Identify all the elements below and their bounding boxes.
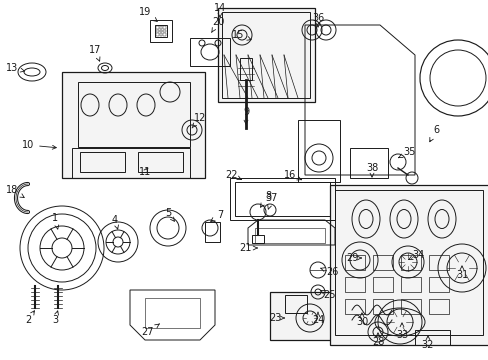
Bar — [372, 277, 392, 292]
Text: 9: 9 — [243, 107, 248, 124]
Text: 19: 19 — [139, 7, 157, 22]
Bar — [345, 277, 364, 292]
Text: 26: 26 — [320, 267, 338, 277]
Bar — [254, 228, 325, 243]
Text: 10: 10 — [22, 140, 56, 150]
Bar — [222, 12, 309, 98]
Bar — [156, 26, 158, 28]
Text: 3: 3 — [52, 311, 59, 325]
Text: 11: 11 — [139, 167, 151, 177]
Bar — [345, 255, 364, 270]
Bar — [400, 277, 420, 292]
Text: 15: 15 — [231, 30, 251, 40]
Bar — [163, 33, 165, 36]
Text: 33: 33 — [395, 323, 407, 340]
Bar — [78, 82, 190, 147]
Text: 2: 2 — [25, 311, 34, 325]
Bar — [334, 190, 482, 335]
Bar — [155, 25, 167, 37]
Text: 18: 18 — [6, 185, 24, 198]
Bar — [190, 38, 229, 66]
Bar — [235, 182, 329, 216]
Text: 38: 38 — [365, 163, 377, 177]
Bar — [400, 255, 420, 270]
Bar — [297, 120, 339, 182]
Bar — [349, 148, 387, 178]
Text: 21: 21 — [238, 243, 257, 253]
Bar — [269, 292, 345, 340]
Bar — [159, 33, 162, 36]
Text: 24: 24 — [311, 312, 324, 325]
Text: 1: 1 — [52, 213, 59, 229]
Text: 13: 13 — [6, 63, 24, 73]
Bar — [159, 30, 162, 32]
Bar — [156, 33, 158, 36]
Bar — [251, 235, 264, 243]
Text: 5: 5 — [164, 208, 174, 221]
Bar — [372, 255, 392, 270]
Text: 28: 28 — [371, 333, 384, 347]
Text: 37: 37 — [265, 193, 278, 209]
Text: 6: 6 — [429, 125, 438, 142]
Text: 12: 12 — [192, 113, 206, 128]
Text: 23: 23 — [268, 313, 284, 323]
Text: 34: 34 — [408, 250, 423, 260]
Text: 17: 17 — [89, 45, 101, 61]
Text: 25: 25 — [320, 290, 336, 300]
Bar — [329, 185, 488, 345]
Text: 16: 16 — [284, 170, 301, 180]
Bar — [156, 30, 158, 32]
Bar — [218, 8, 314, 102]
Bar — [428, 277, 448, 292]
Text: 30: 30 — [355, 313, 367, 327]
Bar — [345, 299, 364, 314]
Bar — [428, 255, 448, 270]
Text: 14: 14 — [213, 3, 225, 17]
Bar — [80, 152, 125, 172]
Bar — [163, 26, 165, 28]
Bar — [138, 152, 183, 172]
Text: 31: 31 — [455, 266, 467, 280]
Bar — [240, 58, 251, 80]
Text: 35: 35 — [398, 147, 415, 158]
Text: 32: 32 — [421, 336, 433, 350]
Bar — [372, 299, 392, 314]
Text: 27: 27 — [142, 324, 159, 337]
Bar — [229, 178, 334, 220]
Text: 36: 36 — [311, 13, 324, 27]
Bar — [150, 20, 172, 42]
Bar — [400, 299, 420, 314]
Bar — [62, 72, 204, 178]
Text: 22: 22 — [225, 170, 241, 180]
Text: 7: 7 — [210, 210, 223, 221]
Bar — [428, 299, 448, 314]
Text: 20: 20 — [211, 17, 224, 32]
Bar — [163, 30, 165, 32]
Bar — [159, 26, 162, 28]
Text: 8: 8 — [260, 191, 270, 207]
Bar — [72, 148, 190, 178]
Bar — [145, 298, 200, 328]
Bar — [285, 295, 306, 313]
Text: 4: 4 — [112, 215, 118, 229]
Bar — [414, 330, 449, 345]
Bar — [204, 222, 220, 242]
Text: 29: 29 — [345, 253, 361, 263]
